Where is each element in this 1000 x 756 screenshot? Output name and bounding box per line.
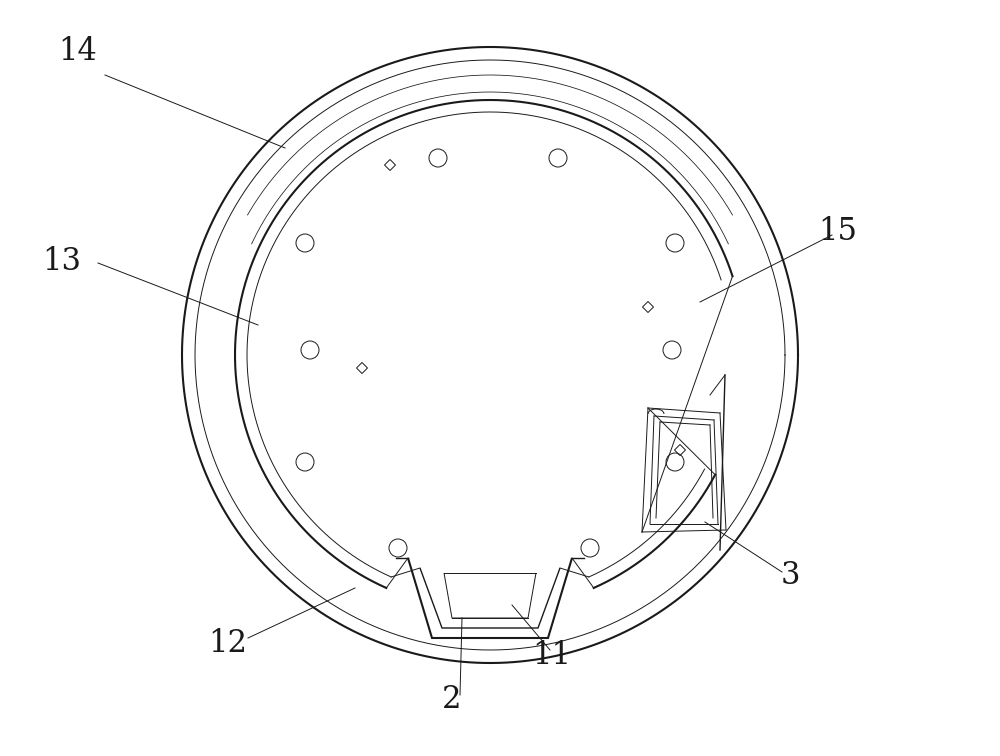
Text: 14: 14 (59, 36, 97, 67)
Text: 11: 11 (532, 640, 572, 671)
Text: 13: 13 (42, 246, 82, 277)
Text: 2: 2 (442, 684, 462, 715)
Text: 15: 15 (818, 216, 858, 247)
Text: 3: 3 (780, 559, 800, 590)
Text: 12: 12 (208, 627, 248, 658)
